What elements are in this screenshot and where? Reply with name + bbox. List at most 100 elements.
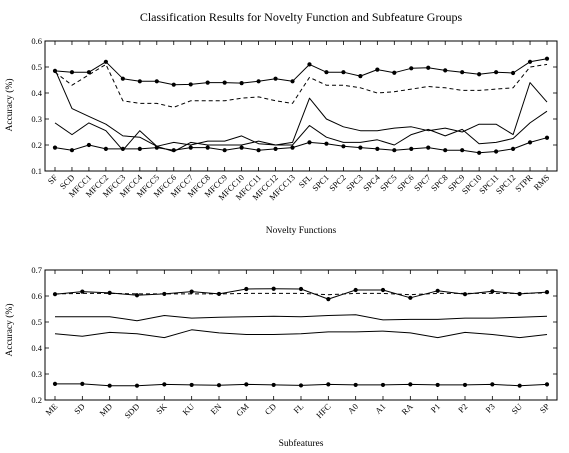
top-series-5-point: [510, 146, 516, 151]
bottom-series-5-point: [544, 382, 550, 387]
top-series-5-point: [171, 148, 176, 153]
bottom-x-tick-label: P3: [483, 401, 496, 414]
bottom-x-tick-label: SDD: [122, 401, 141, 420]
bottom-series-1-point: [80, 289, 85, 294]
top-series-5-point: [358, 145, 363, 150]
bottom-x-tick-label: FL: [291, 401, 305, 415]
top-series-5-point: [375, 146, 380, 151]
top-y-tick-label: 0.3: [31, 114, 42, 124]
top-series-5-point: [460, 148, 465, 153]
bottom-series-1-point: [462, 292, 468, 297]
top-series-5-point: [273, 146, 278, 151]
top-plot-frame: [44, 40, 558, 172]
bottom-series-1-point: [52, 292, 58, 297]
chart-title: Classification Results for Novelty Funct…: [140, 10, 463, 24]
bottom-series-5-point: [189, 382, 194, 388]
top-series-1-point: [324, 70, 329, 75]
top-series-1-point: [544, 56, 550, 61]
top-series-5-point: [409, 146, 414, 151]
top-x-tick-label: SPC5: [378, 172, 399, 193]
bottom-x-tick-label: SK: [154, 401, 169, 416]
bottom-series-1-point: [353, 287, 358, 293]
bottom-series-5-point: [353, 382, 358, 388]
top-series-1-point: [392, 70, 397, 75]
top-x-tick-label: SPC3: [344, 172, 365, 193]
top-series-1-point: [205, 80, 210, 85]
bottom-x-tick-label: EN: [208, 401, 223, 416]
top-y-tick-label: 0.4: [31, 88, 42, 98]
top-series-5-point: [52, 145, 58, 150]
top-series-5-point: [426, 145, 431, 150]
top-series-1-point: [341, 70, 346, 75]
top-y-axis-label: Accuracy (%): [4, 78, 15, 131]
bottom-series-1-point: [326, 297, 331, 302]
bottom-series-1-point: [380, 287, 386, 293]
top-x-tick-label: SPC6: [395, 172, 416, 193]
top-series-5-point: [239, 145, 244, 150]
bottom-series-5-point: [244, 382, 249, 387]
bottom-series-line-4: [54, 329, 548, 339]
top-series-1-point: [494, 70, 499, 75]
bottom-series-5-point: [517, 383, 522, 388]
top-series-1-point: [290, 79, 295, 84]
top-series-1-point: [188, 82, 193, 87]
bottom-series-5-point: [107, 383, 112, 388]
bottom-series-5-point: [462, 382, 468, 388]
bottom-series-1-point: [517, 291, 522, 297]
bottom-x-tick-label: KU: [180, 401, 196, 417]
bottom-series-5-point: [408, 382, 413, 387]
bottom-series-5-point: [80, 381, 85, 386]
bottom-y-tick-label: 0.2: [31, 395, 42, 405]
bottom-x-tick-label: ME: [43, 401, 59, 417]
top-series-1-point: [171, 82, 176, 87]
bottom-series-1-point: [544, 290, 550, 295]
top-series-line-2: [54, 63, 548, 108]
bottom-series-1-point: [107, 290, 112, 295]
bottom-series-1-point: [162, 291, 167, 297]
top-x-tick-label: STPR: [513, 172, 535, 194]
bottom-series-1-point: [271, 286, 276, 291]
top-series-1-point: [154, 79, 159, 84]
bottom-x-tick-label: SU: [509, 401, 524, 416]
top-series-1-point: [239, 81, 244, 86]
top-series-5-point: [324, 141, 329, 146]
top-series-1-point: [527, 59, 533, 64]
top-series-1-point: [222, 80, 227, 85]
top-series-5-point: [69, 148, 75, 153]
top-y-tick-label: 0.5: [31, 62, 42, 72]
bottom-series-1-point: [435, 288, 440, 293]
top-series-line-3: [54, 69, 548, 147]
top-series-1-point: [137, 79, 142, 84]
top-series-5-point: [222, 148, 227, 153]
top-series-5-point: [154, 145, 159, 150]
bottom-series-1-point: [298, 286, 304, 292]
bottom-series-5-point: [52, 381, 58, 386]
bottom-series-1-point: [244, 286, 249, 292]
bottom-y-axis-label: Accuracy (%): [4, 303, 15, 356]
top-series-1-point: [375, 67, 380, 72]
bottom-series-line-2: [54, 292, 548, 296]
top-series-1-point: [358, 74, 363, 79]
bottom-y-tick-label: 0.6: [31, 291, 42, 301]
bottom-x-tick-label: RA: [399, 401, 415, 417]
top-x-tick-label: SPC12: [494, 172, 518, 196]
top-series-5-point: [307, 140, 312, 145]
top-series-1-point: [103, 59, 108, 64]
bottom-series-line-3: [55, 314, 548, 322]
bottom-x-tick-label: HFC: [314, 401, 333, 420]
top-series-1-point: [307, 62, 312, 67]
top-series-1-point: [86, 70, 92, 75]
bottom-y-tick-label: 0.3: [31, 369, 42, 379]
top-series-1-point: [256, 79, 261, 84]
bottom-x-axis-label: Subfeatures: [279, 438, 324, 448]
top-series-1-point: [69, 70, 75, 75]
bottom-series-5-point: [298, 383, 304, 388]
top-series-1-point: [477, 72, 482, 77]
bottom-x-tick-label: CD: [263, 401, 278, 416]
bottom-series-5-point: [326, 382, 331, 387]
top-series-5-point: [290, 145, 295, 150]
top-series-5-point: [494, 149, 499, 154]
top-series-1-point: [426, 65, 431, 70]
